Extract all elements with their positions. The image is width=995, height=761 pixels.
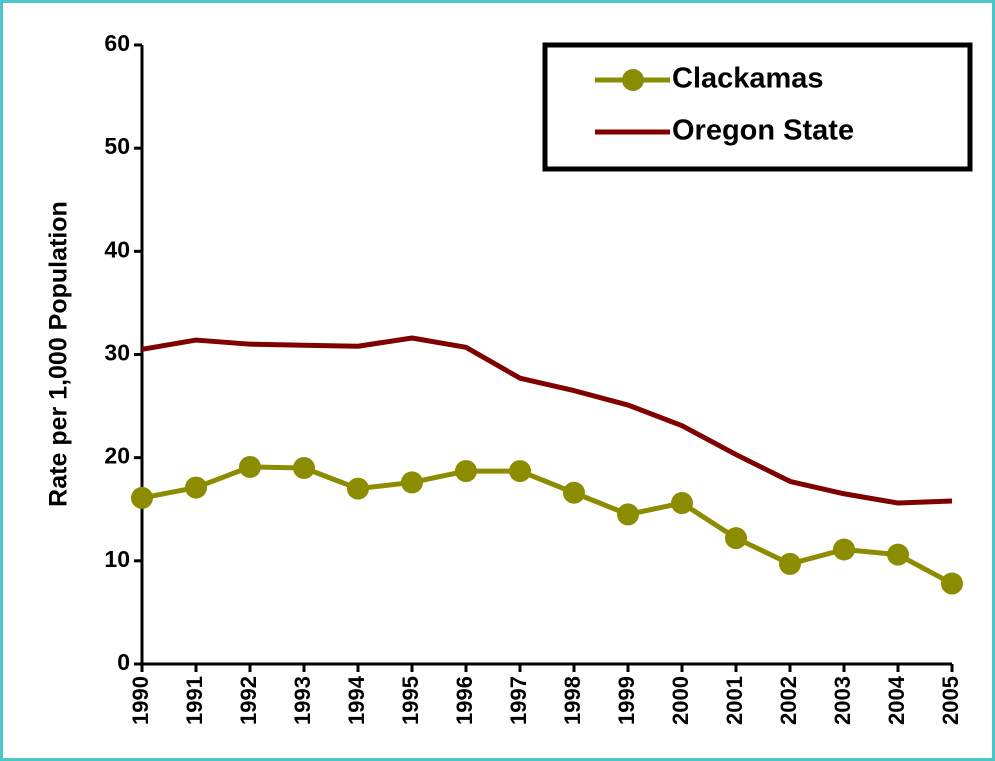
data-point [239,455,261,478]
y-tick-label: 50 [104,133,130,159]
legend-marker [622,69,644,91]
series-line [141,335,953,506]
x-tick-label: 1993 [290,676,315,725]
x-tick-label: 2003 [830,676,855,725]
x-tick-label: 1997 [506,676,531,725]
x-tick-label: 1998 [560,676,585,725]
x-tick-label: 1996 [452,676,477,725]
x-tick-label: 2000 [668,676,693,725]
x-tick-label: 1991 [182,676,207,725]
x-tick-label: 2005 [938,676,963,725]
data-point [887,543,909,566]
data-point [617,503,639,526]
y-tick-label: 10 [104,546,130,572]
data-point [185,476,207,499]
data-point [131,486,153,509]
legend-box [542,42,973,172]
data-point [293,456,315,479]
data-point [725,527,747,550]
y-tick-label: 30 [104,340,130,366]
data-point [833,538,855,561]
data-point [563,481,585,504]
x-tick-label: 2002 [776,676,801,725]
x-tick-label: 1992 [236,676,261,725]
y-axis-label: Rate per 1,000 Population [45,201,73,507]
data-point [941,572,963,595]
y-tick-label: 20 [104,443,130,469]
data-point [401,471,423,494]
data-point [509,460,531,483]
data-point [671,492,693,515]
data-point [347,477,369,500]
x-tick-label: 1999 [614,676,639,725]
series-line [141,464,954,586]
x-tick-label: 1995 [398,676,423,725]
x-tick-label: 1994 [344,675,369,725]
y-tick-label: 40 [104,236,130,262]
x-tick-label: 1990 [128,676,153,725]
data-point [455,460,477,483]
x-tick-label: 2004 [884,675,909,725]
x-tick-label: 2001 [722,676,747,725]
y-tick-label: 0 [117,649,130,675]
legend-label: Oregon State [672,115,854,147]
legend-label: Clackamas [672,63,824,95]
data-point [779,552,801,575]
y-tick-label: 60 [104,30,130,56]
